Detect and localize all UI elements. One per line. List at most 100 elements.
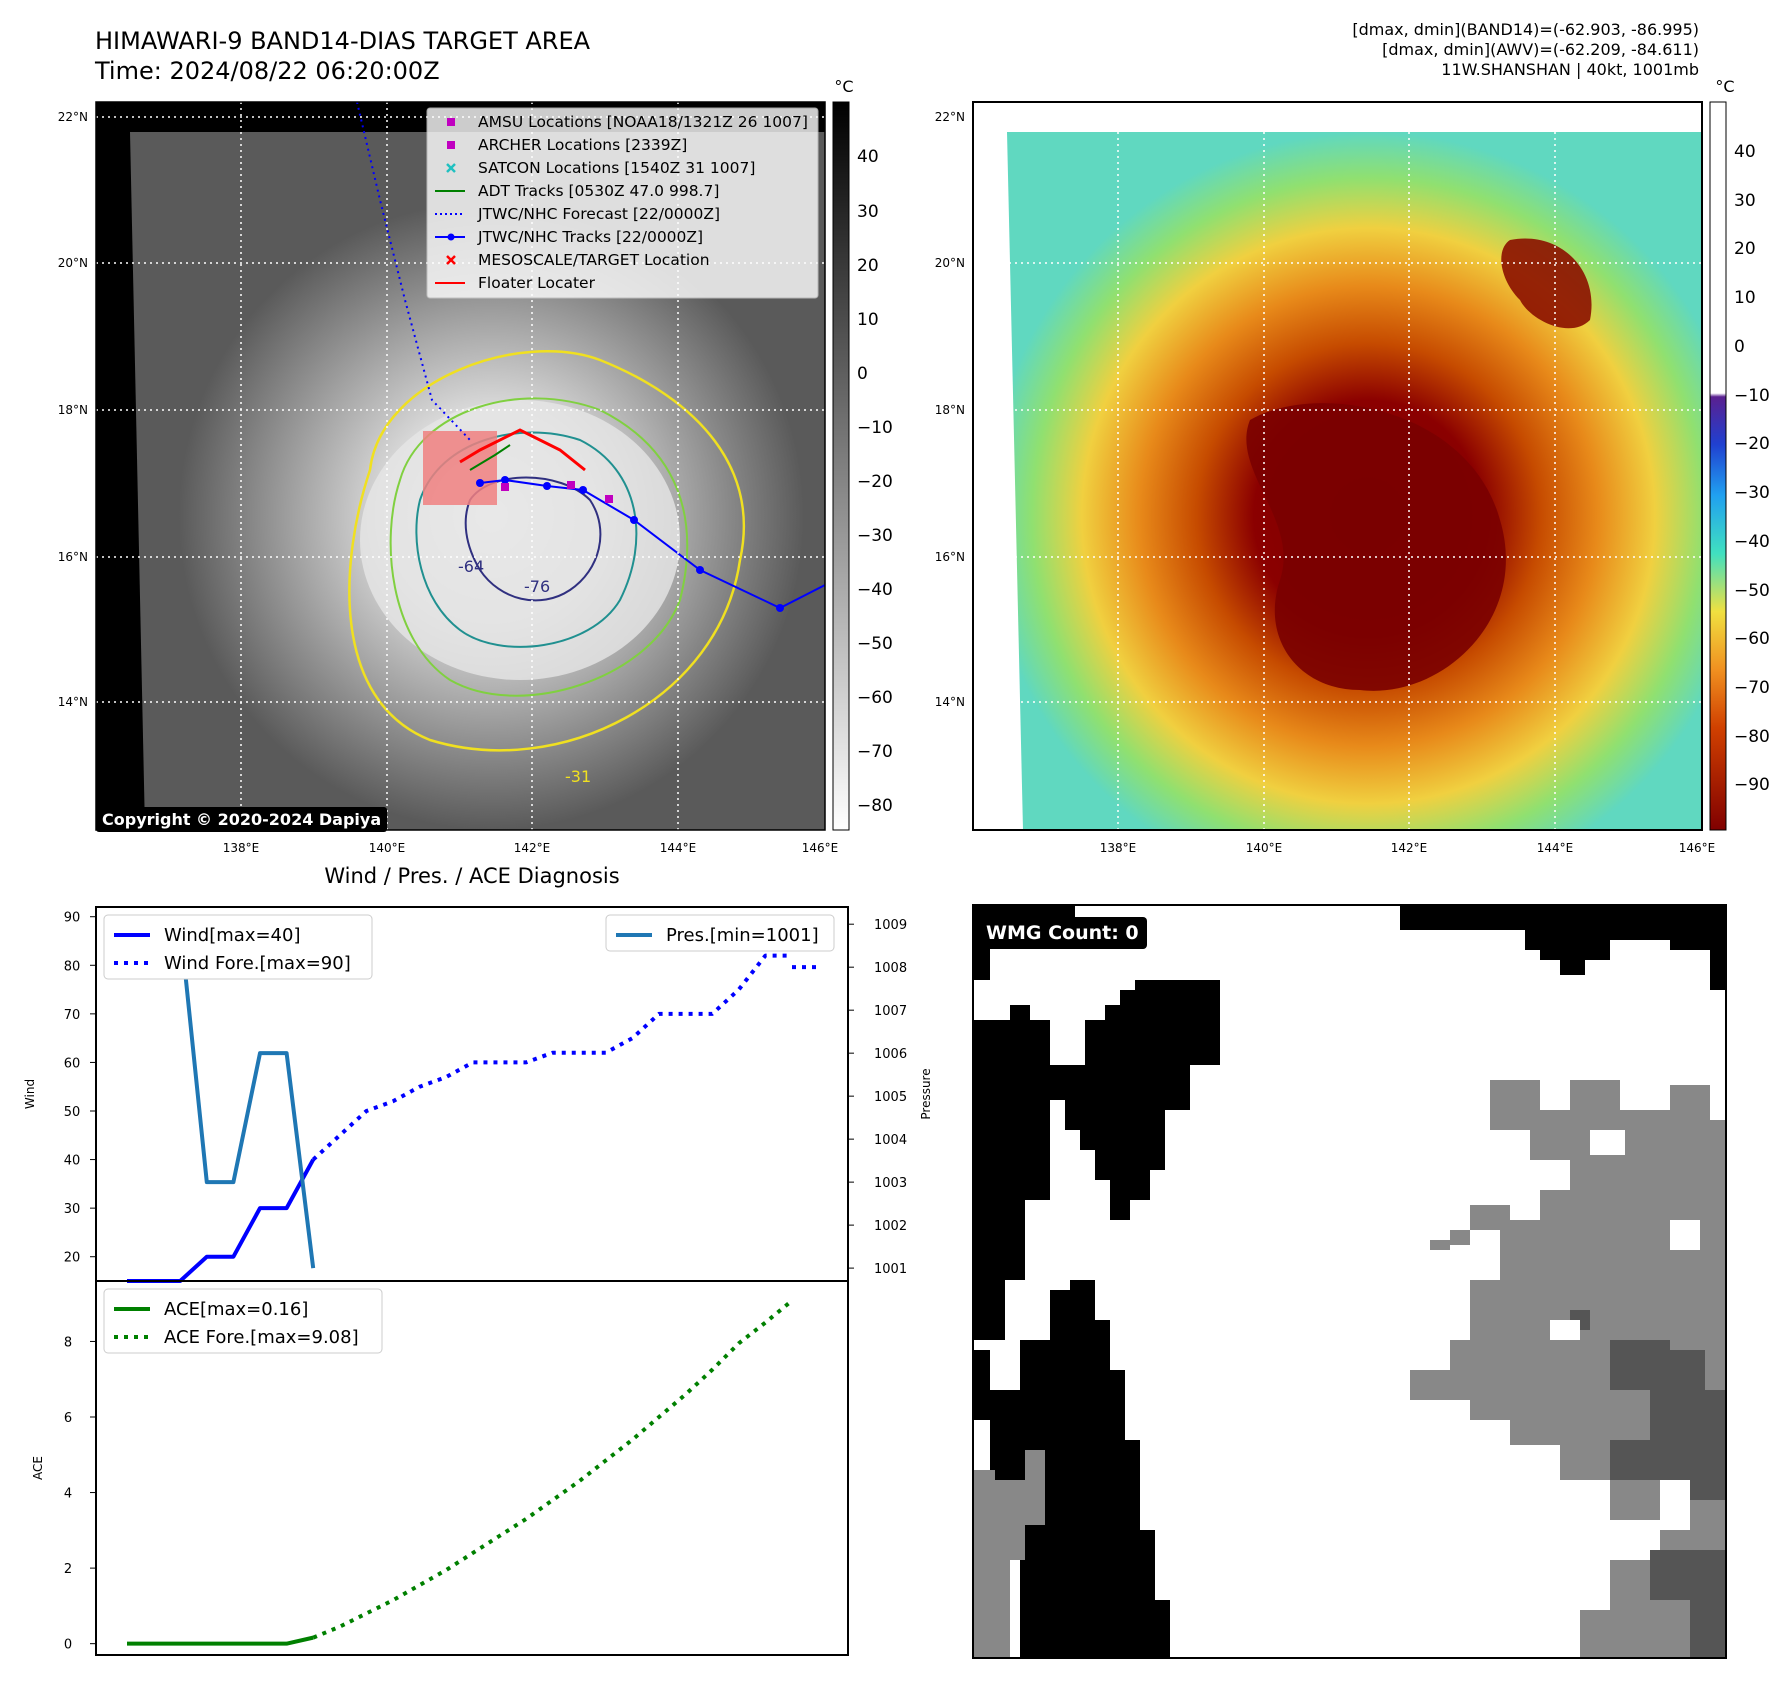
cbar-tick: −50 bbox=[857, 634, 893, 654]
cbar-tick: −70 bbox=[1734, 678, 1770, 698]
lat-label: 18°N bbox=[935, 403, 965, 417]
cbar-tick: −10 bbox=[1734, 386, 1770, 406]
cbar-tick: −20 bbox=[1734, 434, 1770, 454]
diagnosis-title: Wind / Pres. / ACE Diagnosis bbox=[324, 864, 620, 888]
contour-yellow bbox=[348, 350, 746, 752]
chart-legend-box bbox=[605, 914, 835, 952]
legend-label: AMSU Locations [NOAA18/1321Z 26 1007] bbox=[478, 113, 808, 131]
lon-label: 140°E bbox=[1246, 841, 1283, 855]
forecast-track bbox=[356, 102, 471, 441]
lat-label: 18°N bbox=[58, 403, 88, 417]
lat-label: 14°N bbox=[58, 695, 88, 709]
legend-marker bbox=[447, 118, 455, 126]
cbar-tick: −40 bbox=[857, 580, 893, 600]
wmg-white-holes bbox=[1480, 1130, 1700, 1530]
wind-tick-label: 30 bbox=[64, 1202, 81, 1217]
lat-label: 14°N bbox=[935, 695, 965, 709]
pressure-tick-label: 1009 bbox=[874, 918, 907, 933]
right-lat-labels: 22°N 20°N 18°N 16°N 14°N bbox=[935, 110, 965, 709]
lat-label: 22°N bbox=[58, 110, 88, 124]
cbar-tick: −90 bbox=[1734, 775, 1770, 795]
pressure-tick-label: 1002 bbox=[874, 1219, 907, 1234]
legend-label: Floater Locater bbox=[478, 274, 596, 292]
legend-marker bbox=[446, 255, 456, 265]
adt-track bbox=[469, 444, 511, 471]
amsu-archer-markers bbox=[501, 481, 613, 503]
cbar-tick: −70 bbox=[857, 742, 893, 762]
wind-tick-label: 80 bbox=[64, 959, 81, 974]
ace-tick-label: 2 bbox=[64, 1562, 72, 1577]
cbar-tick: −80 bbox=[1734, 727, 1770, 747]
copyright-badge: Copyright © 2020-2024 Dapiya bbox=[96, 807, 388, 832]
cbar-tick: 0 bbox=[1734, 337, 1745, 357]
pressure-tick-label: 1005 bbox=[874, 1090, 907, 1105]
lon-label: 138°E bbox=[1100, 841, 1137, 855]
cbar-tick: 20 bbox=[1734, 239, 1756, 259]
left-lat-labels: 22°N 20°N 18°N 16°N 14°N bbox=[58, 110, 88, 709]
lon-label: 142°E bbox=[1391, 841, 1428, 855]
figure-title: HIMAWARI-9 BAND14-DIAS TARGET AREA Time: … bbox=[95, 26, 590, 86]
cbar-tick: −50 bbox=[1734, 581, 1770, 601]
chart-legend-label: ACE Fore.[max=9.08] bbox=[164, 1327, 359, 1348]
chart-legend-label: ACE[max=0.16] bbox=[164, 1299, 308, 1320]
wmg-count-badge: WMG Count: 0 bbox=[978, 917, 1147, 949]
ace-tick-label: 8 bbox=[64, 1335, 72, 1350]
lat-label: 22°N bbox=[935, 110, 965, 124]
color-colorbar-unit: °C bbox=[1715, 77, 1734, 96]
chart-legend-box bbox=[103, 914, 373, 980]
legend-label: JTWC/NHC Forecast [22/0000Z] bbox=[477, 205, 720, 223]
legend-marker bbox=[447, 141, 455, 149]
contour-navy bbox=[464, 476, 602, 602]
target-area-box bbox=[423, 431, 497, 505]
cbar-tick: 20 bbox=[857, 256, 879, 276]
contour-green bbox=[389, 397, 689, 697]
cbar-tick: 30 bbox=[857, 202, 879, 222]
ace-tick-label: 6 bbox=[64, 1411, 72, 1426]
band14-range: [dmax, dmin](BAND14)=(-62.903, -86.995) bbox=[1352, 20, 1699, 39]
wmg-black-regions bbox=[973, 905, 1726, 1658]
cbar-tick: 10 bbox=[1734, 288, 1756, 308]
lon-label: 144°E bbox=[660, 841, 697, 855]
storm-info: 11W.SHANSHAN | 40kt, 1001mb bbox=[1441, 60, 1699, 79]
legend-label: ARCHER Locations [2339Z] bbox=[478, 136, 687, 154]
ace-axis-label: ACE bbox=[31, 1456, 45, 1480]
cbar-tick: 40 bbox=[1734, 142, 1756, 162]
lon-label: 140°E bbox=[369, 841, 406, 855]
series-line bbox=[127, 1158, 315, 1283]
contour-label-64: -64 bbox=[458, 557, 484, 576]
wmg-panel bbox=[972, 904, 1727, 1659]
cbar-tick: 30 bbox=[1734, 191, 1756, 211]
contour-label-76: -76 bbox=[524, 577, 550, 596]
contour-label-31: -31 bbox=[565, 767, 591, 786]
cbar-tick: 0 bbox=[857, 364, 868, 384]
lon-label: 146°E bbox=[802, 841, 839, 855]
pressure-tick-label: 1003 bbox=[874, 1176, 907, 1191]
lon-label: 142°E bbox=[514, 841, 551, 855]
wmg-gray-regions bbox=[973, 1080, 1726, 1658]
pressure-tick-label: 1006 bbox=[874, 1047, 907, 1062]
lon-label: 146°E bbox=[1679, 841, 1716, 855]
pressure-axis-label: Pressure bbox=[919, 1068, 933, 1119]
pressure-tick-label: 1007 bbox=[874, 1004, 907, 1019]
chart-legend-box bbox=[103, 1288, 383, 1354]
left-map-frame bbox=[95, 101, 826, 831]
cbar-tick: 40 bbox=[857, 147, 879, 167]
best-track bbox=[479, 478, 825, 610]
chart-legend-label: Wind Fore.[max=90] bbox=[164, 953, 351, 974]
cbar-tick: −80 bbox=[857, 796, 893, 816]
wind-tick-label: 90 bbox=[64, 911, 81, 926]
best-track-points bbox=[476, 476, 784, 612]
legend-marker bbox=[447, 233, 455, 241]
legend-label: ADT Tracks [0530Z 47.0 998.7] bbox=[478, 182, 719, 200]
gray-colorbar-ticks: 40 30 20 10 0 −10 −20 −30 −40 −50 −60 −7… bbox=[857, 147, 893, 816]
lon-label: 138°E bbox=[223, 841, 260, 855]
series-line bbox=[127, 1635, 314, 1646]
cbar-tick: −60 bbox=[1734, 629, 1770, 649]
wind-tick-label: 70 bbox=[64, 1008, 81, 1023]
cbar-tick: −20 bbox=[857, 472, 893, 492]
right-lon-labels: 138°E 140°E 142°E 144°E 146°E bbox=[1100, 841, 1716, 855]
color-colorbar-ticks: 40 30 20 10 0 −10 −20 −30 −40 −50 −60 −7… bbox=[1734, 142, 1770, 795]
chart-legend-label: Pres.[min=1001] bbox=[666, 925, 819, 946]
gray-colorbar-unit: °C bbox=[834, 77, 853, 96]
right-map-gridlines bbox=[973, 102, 1702, 830]
